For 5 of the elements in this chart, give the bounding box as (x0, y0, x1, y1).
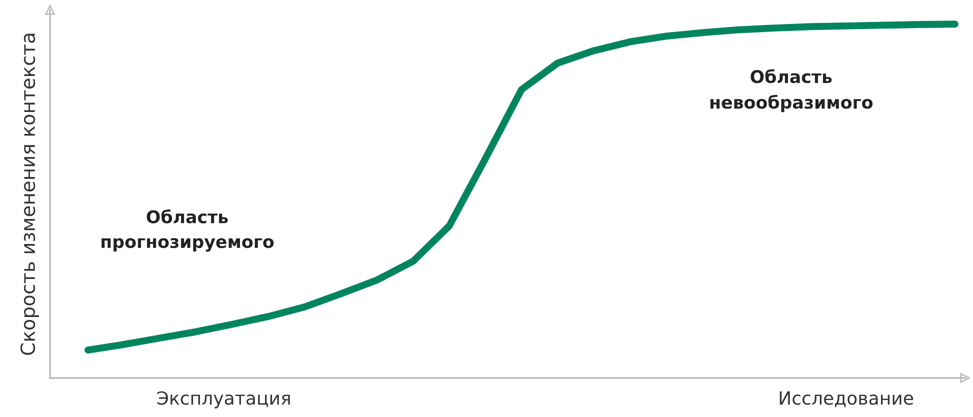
text: Исследование (780, 391, 914, 408)
annotation: Область прогнозируемого (102, 209, 274, 252)
annotation: Область невообразимого (710, 69, 873, 112)
text: Эксплуатация (157, 391, 290, 408)
y-axis-title: Скорость изменения контекста (20, 34, 39, 355)
